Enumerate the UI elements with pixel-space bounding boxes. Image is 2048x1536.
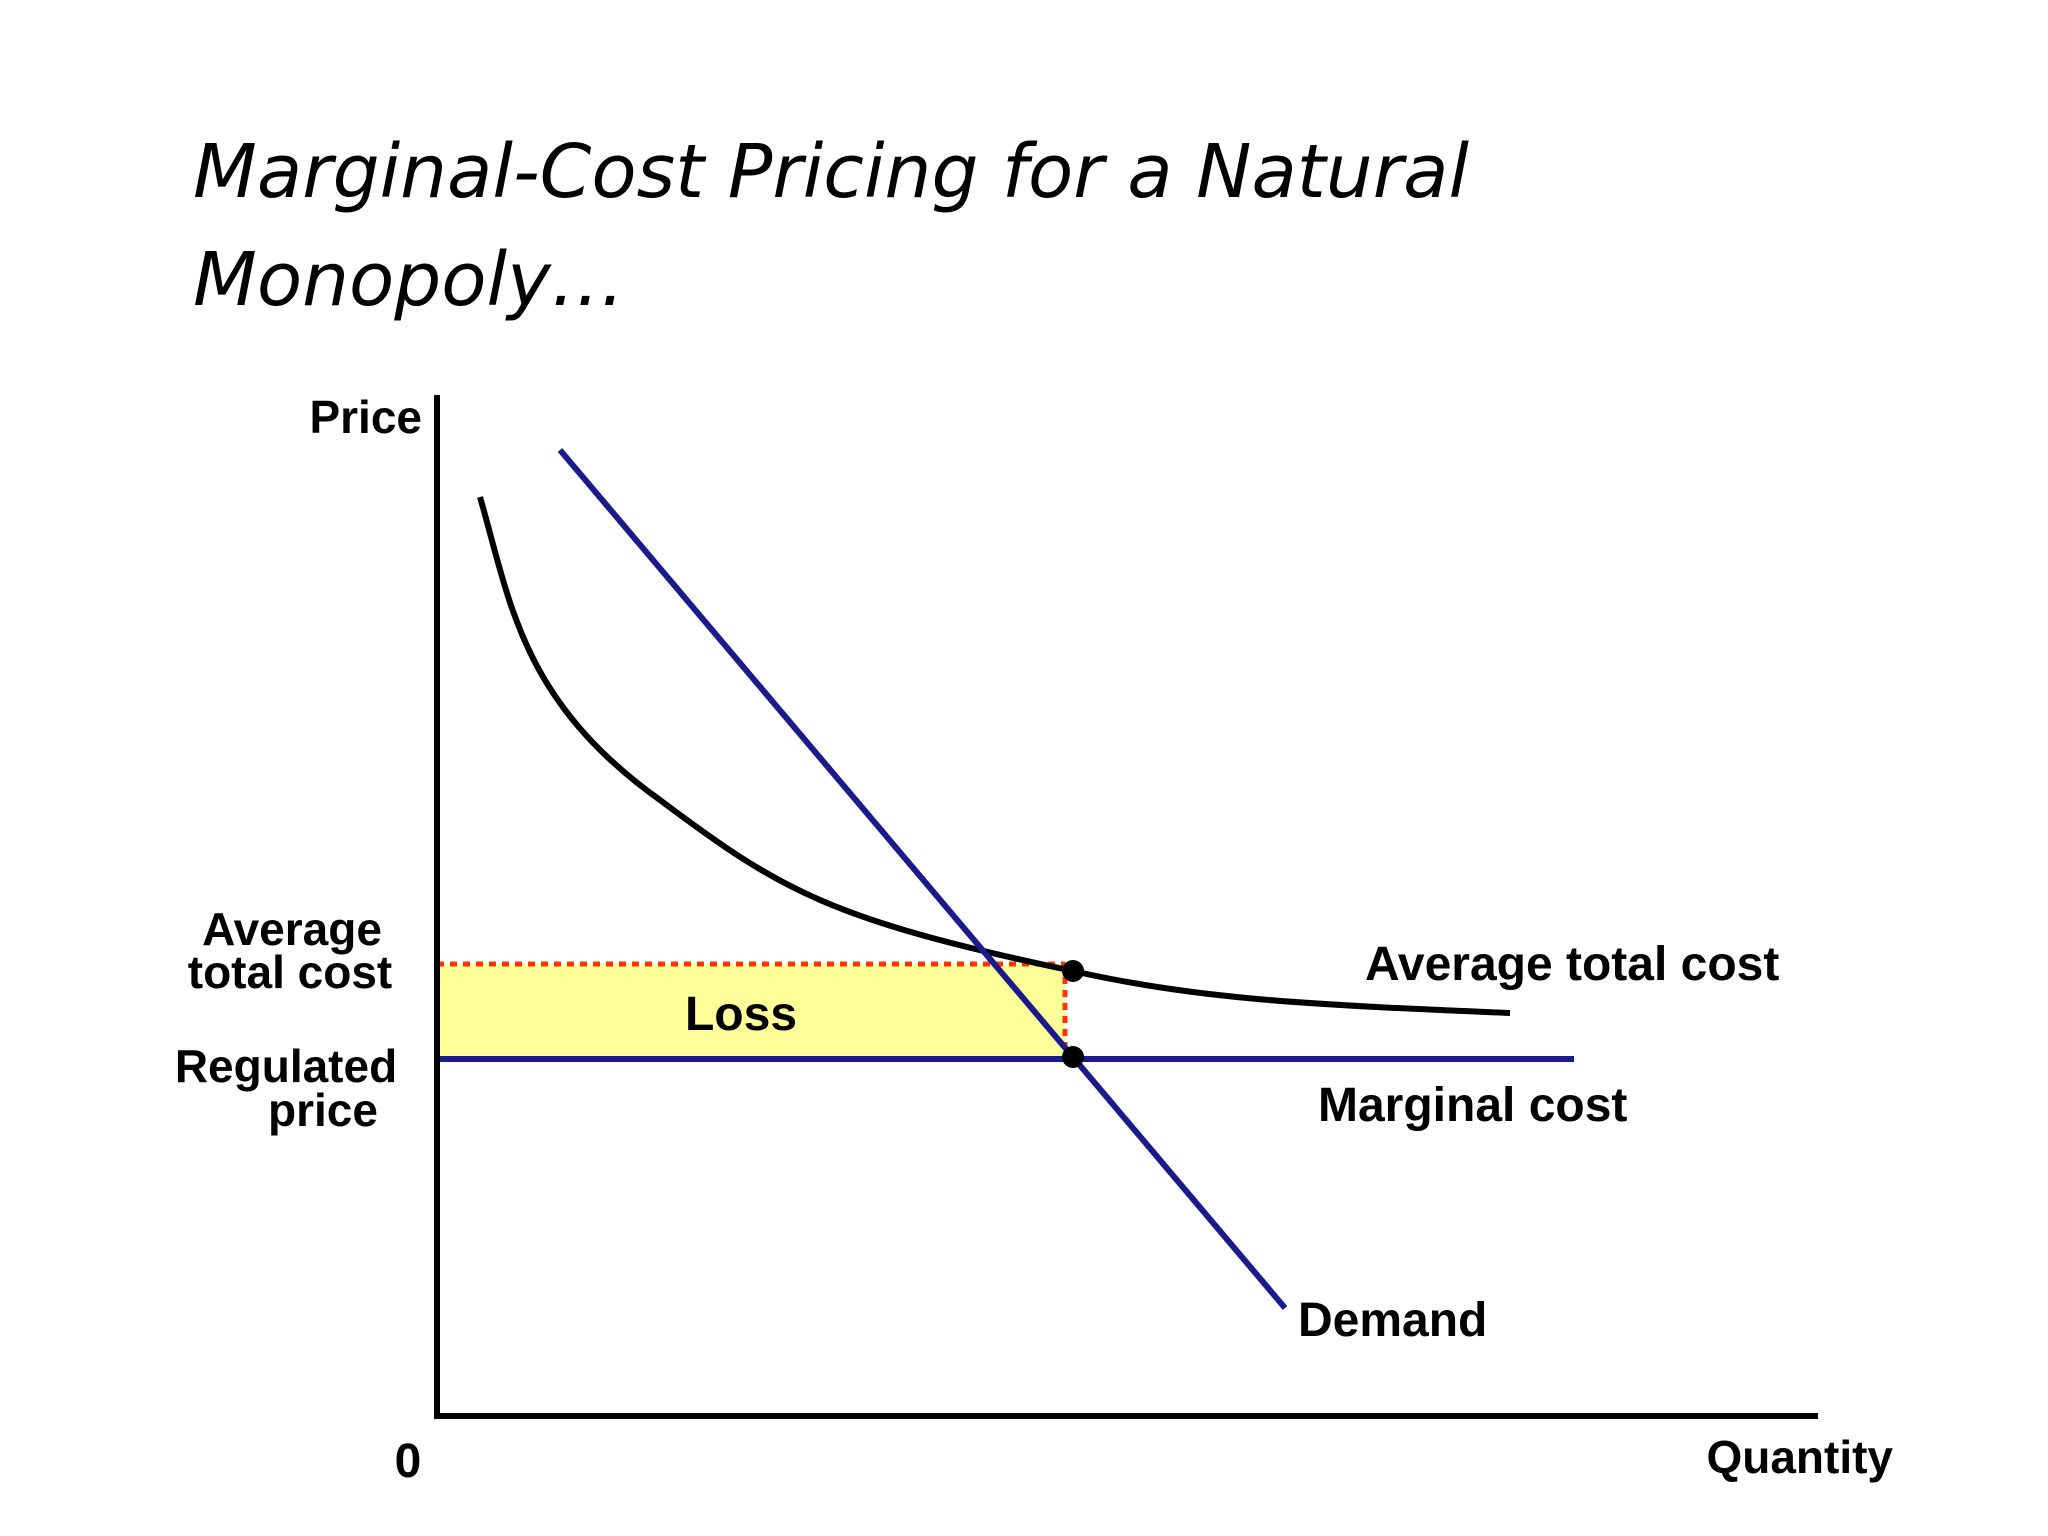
marginal-cost-label: Marginal cost <box>1318 1079 1627 1132</box>
loss-area <box>437 964 1065 1059</box>
atc-point <box>1062 960 1084 982</box>
slide-title-line-1: Marginal-Cost Pricing for a Natural <box>193 129 1470 215</box>
origin-label: 0 <box>395 1435 422 1488</box>
demand-label: Demand <box>1298 1294 1487 1347</box>
mc-demand-point <box>1062 1046 1084 1068</box>
atc-level-label-line-2: total cost <box>188 946 392 998</box>
atc-level-label-line-1: Average <box>202 903 382 955</box>
loss-label: Loss <box>685 988 797 1041</box>
demand-curve <box>557 448 1288 1310</box>
slide-title-line-2: Monopoly… <box>193 237 625 323</box>
atc-curve-label: Average total cost <box>1365 938 1779 991</box>
x-axis-label: Quantity <box>1706 1431 1893 1483</box>
regulated-price-label-line-1: Regulated <box>175 1040 397 1092</box>
y-axis-label: Price <box>309 391 422 443</box>
average-total-cost-curve <box>477 496 1511 1016</box>
slide-title: Marginal-Cost Pricing for a Natural Mono… <box>193 118 1693 334</box>
regulated-price-label-line-2: price <box>268 1084 378 1136</box>
